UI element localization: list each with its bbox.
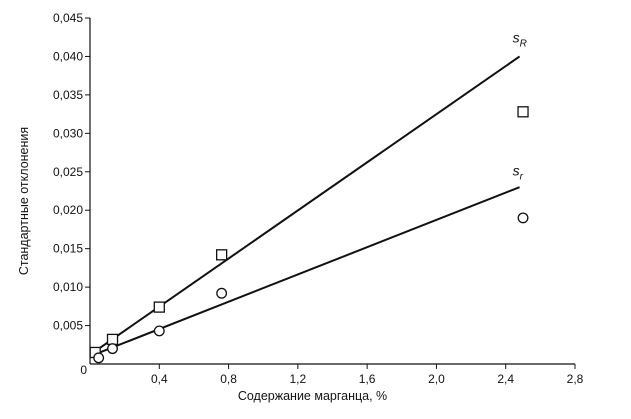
axes [89,18,575,365]
series-label-main: s [513,30,520,46]
y-tick-label: 0,030 [53,126,83,140]
x-tick-label: 2,0 [428,372,445,386]
x-tick-label: 0,8 [220,372,237,386]
x-tick-label: 2,8 [567,372,584,386]
y-tick-label: 0,025 [53,165,83,179]
y-tick-label: 0,005 [53,319,83,333]
series-label-subscript: r [520,172,524,183]
point-sR [215,249,228,261]
point-sr [107,343,118,355]
y-tick-label: 0,040 [53,49,83,63]
ticks: 0,005 0,010 0,015 0,020 0,025 0,030 0,035 0,040… [53,11,584,386]
series-label-sR: sR [513,30,527,50]
data-points [89,106,529,364]
series-label-main: s [513,163,520,179]
x-tick-label: 2,4 [497,372,514,386]
x-tick-label: 1,6 [359,372,376,386]
y-axis-title: Стандартные отклонения [17,127,31,275]
point-sr [93,352,105,364]
point-sr [517,212,529,224]
point-sR [153,301,165,313]
y-tick-label: 0,035 [53,88,83,102]
x-tick-label: 1,2 [290,372,307,386]
x-tick-label: 0,4 [151,372,168,386]
point-sr [153,325,165,337]
y-tick-label: 0,015 [53,242,83,256]
point-sr [216,287,228,299]
origin-tick-label: 0 [80,363,87,377]
point-sR [106,333,119,346]
y-tick-label: 0,045 [53,11,83,25]
x-axis-title: Содержание марганца, % [238,389,387,403]
series-label-subscript: R [520,39,527,50]
series-label-sr: sr [513,163,524,183]
y-tick-label: 0,010 [53,280,83,294]
y-tick-label: 0,020 [53,203,83,217]
point-sR [517,106,529,118]
